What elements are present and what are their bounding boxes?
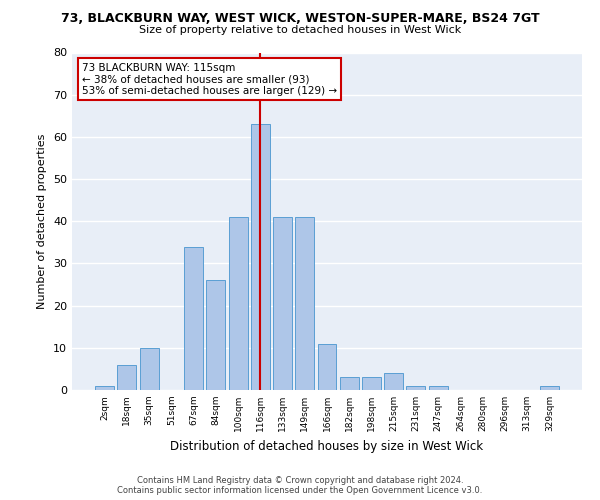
- Bar: [317, 344, 337, 390]
- Text: Contains HM Land Registry data © Crown copyright and database right 2024.
Contai: Contains HM Land Registry data © Crown c…: [118, 476, 482, 495]
- Y-axis label: Number of detached properties: Number of detached properties: [37, 134, 47, 309]
- Text: 73 BLACKBURN WAY: 115sqm
← 38% of detached houses are smaller (93)
53% of semi-d: 73 BLACKBURN WAY: 115sqm ← 38% of detach…: [82, 62, 337, 96]
- Bar: [118, 364, 136, 390]
- Bar: [540, 386, 559, 390]
- Bar: [140, 348, 158, 390]
- Bar: [206, 280, 225, 390]
- Text: Size of property relative to detached houses in West Wick: Size of property relative to detached ho…: [139, 25, 461, 35]
- Bar: [295, 217, 314, 390]
- Bar: [384, 373, 403, 390]
- Text: 73, BLACKBURN WAY, WEST WICK, WESTON-SUPER-MARE, BS24 7GT: 73, BLACKBURN WAY, WEST WICK, WESTON-SUP…: [61, 12, 539, 26]
- Bar: [406, 386, 425, 390]
- Bar: [95, 386, 114, 390]
- Bar: [273, 217, 292, 390]
- Bar: [184, 246, 203, 390]
- Bar: [340, 378, 359, 390]
- Bar: [229, 217, 248, 390]
- X-axis label: Distribution of detached houses by size in West Wick: Distribution of detached houses by size …: [170, 440, 484, 452]
- Bar: [251, 124, 270, 390]
- Bar: [429, 386, 448, 390]
- Bar: [362, 378, 381, 390]
